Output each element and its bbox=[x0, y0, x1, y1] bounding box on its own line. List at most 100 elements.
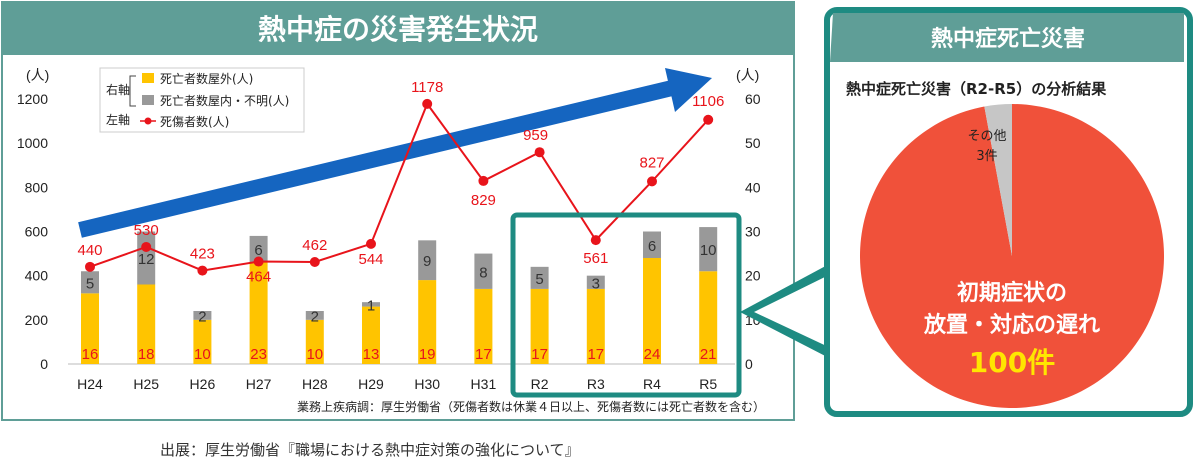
bar-outdoor-label: 16 bbox=[82, 346, 99, 363]
callout-connector-inner bbox=[754, 272, 835, 350]
pie-other-label: その他 bbox=[967, 129, 1006, 144]
casualties-label: 530 bbox=[134, 222, 159, 239]
legend-item-outdoor: 死亡者数屋外(人) bbox=[160, 71, 253, 86]
bar-indoor-label: 2 bbox=[311, 308, 319, 325]
casualties-marker bbox=[366, 238, 376, 249]
casualties-marker bbox=[647, 176, 657, 187]
trend-arrow-head bbox=[665, 68, 712, 112]
legend-item-indoor: 死亡者数屋内・不明(人) bbox=[160, 93, 289, 108]
bar-outdoor-label: 23 bbox=[250, 346, 267, 363]
legend-item-casualties: 死傷者数(人) bbox=[160, 114, 229, 129]
pie-main-label-line1: 初期症状の bbox=[957, 280, 1067, 306]
bar-indoor-label: 8 bbox=[479, 264, 487, 281]
casualties-label: 462 bbox=[302, 237, 327, 254]
legend-left-axis-label: 左軸 bbox=[106, 112, 130, 127]
right-panel-title: 熱中症死亡災害 bbox=[931, 26, 1085, 52]
pie-other-value: 3件 bbox=[976, 149, 997, 164]
legend-right-axis-label: 右軸 bbox=[106, 82, 130, 97]
legend: 右軸 左軸 死亡者数屋外(人) 死亡者数屋内・不明(人) 死傷者数(人) bbox=[99, 67, 305, 133]
bar-outdoor bbox=[137, 284, 156, 364]
left-panel-header bbox=[3, 3, 793, 55]
bar-outdoor-label: 17 bbox=[475, 346, 492, 363]
legend-frame bbox=[99, 67, 305, 133]
left-tick-label: 800 bbox=[25, 179, 49, 195]
bar-indoor bbox=[249, 235, 268, 263]
bar-outdoor-label: 19 bbox=[419, 346, 436, 363]
bar-outdoor-label: 17 bbox=[587, 346, 604, 363]
casualties-label: 464 bbox=[246, 269, 271, 286]
bar-indoor-label: 5 bbox=[535, 271, 543, 288]
left-tick-label: 1200 bbox=[17, 91, 48, 107]
left-panel-title: 熱中症の災害発生状況 bbox=[258, 13, 538, 46]
left-axis-ticks: 0 200 400 600 800 1000 1200 bbox=[17, 91, 48, 372]
bar-indoor-label: 10 bbox=[700, 242, 717, 259]
right-panel-subtitle: 熱中症死亡災害（R2-R5）の分析結果 bbox=[846, 80, 1107, 98]
casualties-marker bbox=[534, 147, 545, 158]
x-tick-label: H31 bbox=[471, 376, 497, 392]
bar-indoor bbox=[699, 227, 718, 272]
bar-outdoor bbox=[81, 293, 99, 364]
pie-slice bbox=[984, 104, 1012, 256]
bar-outdoor-label: 18 bbox=[138, 346, 155, 363]
right-tick-label: 40 bbox=[745, 179, 761, 195]
legend-swatch-outdoor bbox=[142, 73, 154, 83]
x-axis-ticks: H24 H25 H26 H27 H28 H29 H30 H31 R2 R3 R4 R5 bbox=[77, 376, 717, 392]
bar-outdoor-label: 10 bbox=[194, 346, 211, 363]
left-panel-frame bbox=[1, 1, 795, 421]
casualties-marker bbox=[197, 265, 208, 276]
bar-indoor-label: 5 bbox=[86, 275, 94, 292]
casualties-label: 827 bbox=[639, 154, 664, 171]
bar-indoor bbox=[362, 302, 380, 307]
bar-outdoor-label: 13 bbox=[363, 346, 380, 363]
bar-indoor-label: 3 bbox=[592, 275, 600, 292]
bar-outdoor-label: 17 bbox=[531, 346, 548, 363]
bar-outdoor bbox=[474, 288, 493, 364]
x-tick-label: H29 bbox=[358, 376, 384, 392]
bar-outdoor bbox=[530, 288, 549, 364]
casualties-label: 829 bbox=[471, 192, 496, 209]
x-tick-label: H24 bbox=[77, 376, 103, 392]
bar-indoor bbox=[193, 311, 212, 320]
pie-main-value: 100件 bbox=[969, 346, 1055, 379]
source-caption: 出展：厚生労働省『職場における熱中症対策の強化について』 bbox=[160, 441, 580, 459]
bar-outdoor bbox=[305, 319, 324, 364]
x-tick-label: R3 bbox=[587, 376, 605, 392]
bar-indoor-label: 6 bbox=[254, 242, 262, 259]
right-tick-label: 60 bbox=[745, 91, 761, 107]
bar-indoor-label: 2 bbox=[198, 308, 206, 325]
casualties-line bbox=[89, 101, 709, 272]
bar-outdoor bbox=[586, 288, 605, 364]
bar-indoor-label: 12 bbox=[138, 251, 155, 268]
bar-indoor bbox=[81, 271, 99, 294]
casualties-label: 1178 bbox=[411, 79, 443, 96]
chart-note: 業務上疾病調：厚生労働省（死傷者数は休業４日以上、死傷者数には死亡者数を含む） bbox=[297, 399, 765, 414]
casualties-marker bbox=[253, 256, 264, 267]
right-tick-label: 50 bbox=[745, 135, 761, 151]
left-tick-label: 0 bbox=[40, 356, 48, 372]
x-tick-label: H26 bbox=[190, 376, 216, 392]
casualties-marker bbox=[85, 261, 95, 272]
bar-outdoor bbox=[362, 306, 380, 364]
bar-outdoor bbox=[418, 280, 437, 364]
bar-indoor-label: 6 bbox=[648, 238, 656, 255]
right-axis-unit: (人) bbox=[736, 67, 759, 83]
x-tick-label: H27 bbox=[246, 376, 272, 392]
bar-indoor bbox=[137, 231, 156, 285]
bar-outdoor-label: 21 bbox=[700, 346, 717, 363]
legend-marker-casualties bbox=[144, 117, 152, 125]
bar-outdoor bbox=[193, 319, 212, 364]
bar-indoor bbox=[418, 240, 437, 281]
casualties-marker bbox=[141, 241, 152, 252]
casualties-marker bbox=[422, 98, 433, 109]
left-tick-label: 400 bbox=[25, 268, 49, 284]
highlight-box-r2-r5 bbox=[510, 212, 742, 398]
x-tick-label: H30 bbox=[414, 376, 440, 392]
left-tick-label: 1000 bbox=[17, 135, 48, 151]
bar-outdoor bbox=[249, 262, 268, 364]
bar-indoor bbox=[643, 231, 661, 258]
casualties-marker bbox=[703, 114, 714, 125]
bar-outdoor-label: 10 bbox=[306, 346, 323, 363]
left-tick-label: 200 bbox=[25, 312, 49, 328]
